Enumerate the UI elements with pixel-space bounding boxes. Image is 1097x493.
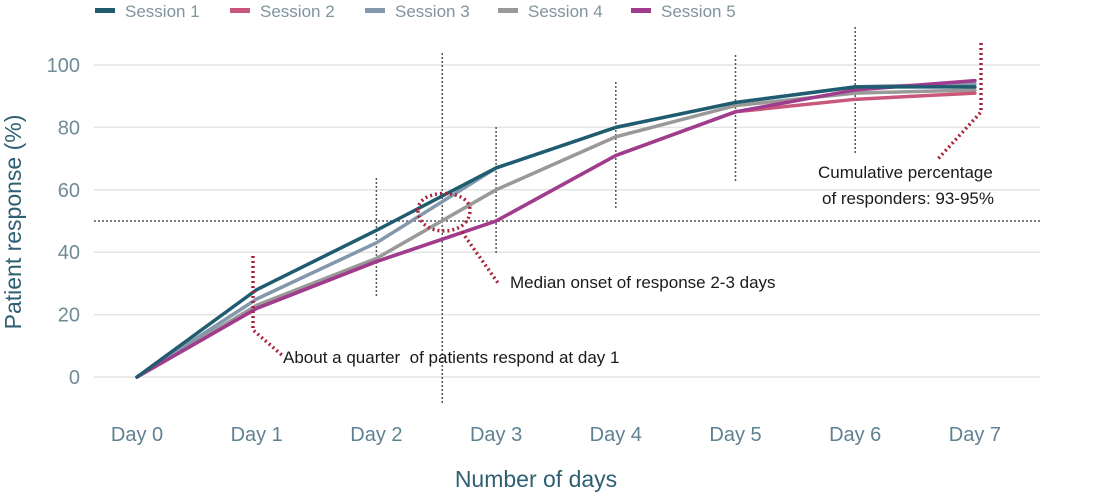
gridlines (94, 64, 1040, 378)
legend-label: Session 3 (395, 2, 470, 21)
y-tick-label: 80 (58, 117, 80, 139)
legend-item: Session 2 (230, 2, 335, 21)
legend-item: Session 4 (498, 2, 603, 21)
x-axis-ticks: Day 0 Day 1 Day 2 Day 3 Day 4 Day 5 Day 6 Day 7 (111, 424, 1001, 446)
legend-item: Session 1 (95, 2, 200, 21)
y-tick-label: 100 (47, 55, 80, 77)
legend-swatch (498, 8, 518, 13)
x-tick-label: Day 6 (829, 424, 881, 446)
series-line-2 (135, 91, 977, 379)
legend-swatch (631, 8, 651, 13)
legend-label: Session 1 (125, 2, 200, 21)
x-tick-label: Day 3 (470, 424, 522, 446)
legend: Session 1 Session 2 Session 3 Session 4 Sess… (95, 2, 736, 21)
callout-day1 (251, 256, 285, 358)
legend-swatch (95, 8, 115, 13)
x-tick-label: Day 0 (111, 424, 163, 446)
legend-item: Session 5 (631, 2, 736, 21)
y-tick-label: 0 (69, 367, 80, 389)
series-lines (135, 78, 977, 379)
x-axis-title: Number of days (455, 466, 617, 492)
y-tick-label: 60 (58, 180, 80, 202)
y-tick-label: 40 (58, 242, 80, 264)
annotation-median: Median onset of response 2-3 days (510, 273, 776, 292)
legend-label: Session 2 (260, 2, 335, 21)
legend-item: Session 3 (365, 2, 470, 21)
callout-cumulative (935, 43, 983, 162)
series-line-4 (135, 88, 977, 379)
callout-median-ring (416, 191, 472, 233)
x-tick-label: Day 5 (709, 424, 761, 446)
x-tick-label: Day 2 (350, 424, 402, 446)
legend-label: Session 5 (661, 2, 736, 21)
legend-swatch (365, 8, 385, 13)
legend-swatch (230, 8, 250, 13)
legend-label: Session 4 (528, 2, 603, 21)
annotation-callouts (251, 43, 983, 358)
annotation-day1: About a quarter of patients respond at d… (283, 348, 619, 367)
x-tick-label: Day 7 (949, 424, 1001, 446)
y-axis-ticks: 0 20 40 60 80 100 (47, 55, 80, 389)
reference-lines (94, 27, 1040, 403)
callout-median-tail (460, 230, 500, 285)
y-tick-label: 20 (58, 305, 80, 327)
y-axis-title: Patient response (%) (0, 115, 26, 330)
annotation-cumulative-line2: of responders: 93-95% (822, 189, 994, 208)
annotation-cumulative-line1: Cumulative percentage (818, 163, 993, 182)
x-tick-label: Day 4 (590, 424, 642, 446)
series-line-1 (135, 85, 977, 379)
x-tick-label: Day 1 (231, 424, 283, 446)
series-line-5 (135, 78, 977, 379)
